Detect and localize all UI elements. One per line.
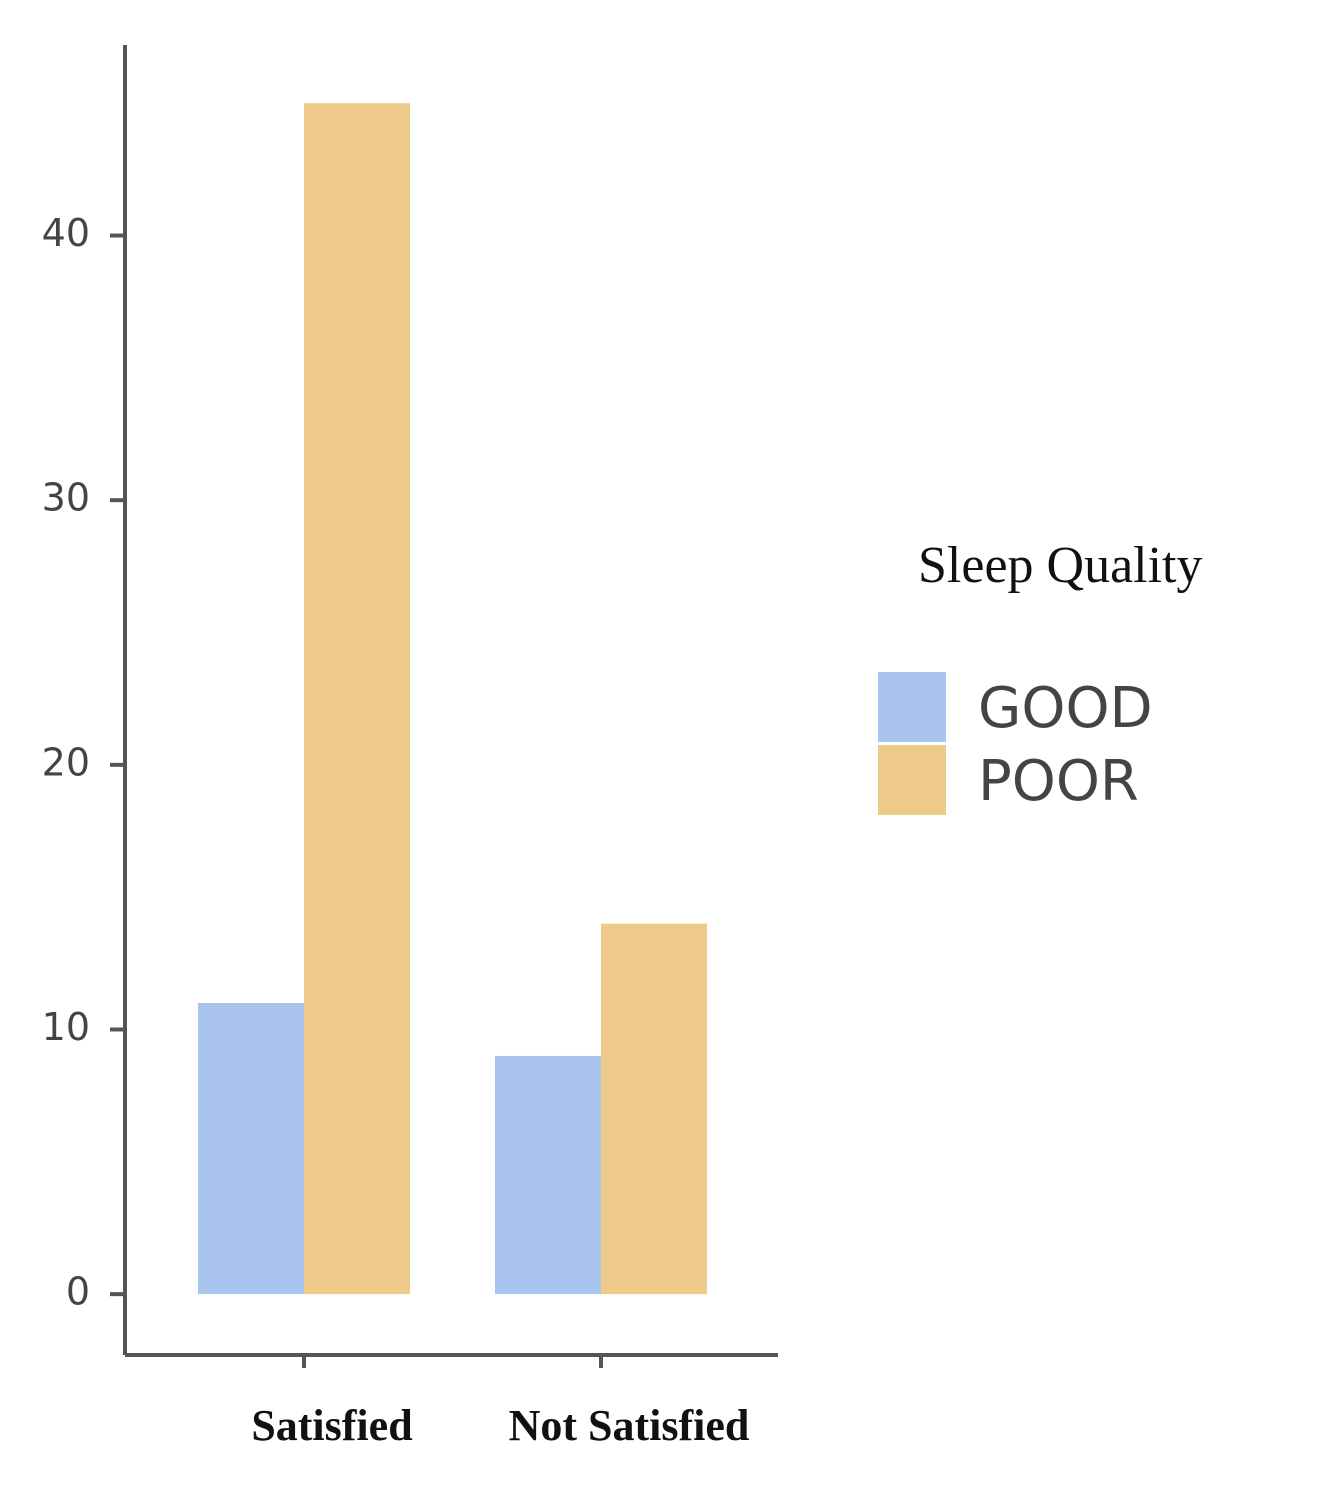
legend-swatch [878, 745, 946, 815]
x-tick-label: Satisfied [251, 1401, 412, 1450]
bar [601, 923, 708, 1295]
y-tick-label: 20 [42, 740, 90, 784]
y-tick-label: 0 [66, 1270, 90, 1314]
legend-title: Sleep Quality [918, 537, 1203, 594]
y-tick-label: 30 [42, 476, 90, 520]
x-tick-label: Not Satisfied [509, 1401, 750, 1450]
bar [304, 103, 411, 1295]
y-tick-label: 40 [42, 211, 90, 255]
legend-label: GOOD [978, 676, 1153, 741]
y-tick-label: 10 [42, 1005, 90, 1049]
bar [197, 1003, 304, 1295]
legend-label: POOR [978, 749, 1139, 814]
bar [494, 1055, 601, 1295]
legend-swatch [878, 672, 946, 742]
